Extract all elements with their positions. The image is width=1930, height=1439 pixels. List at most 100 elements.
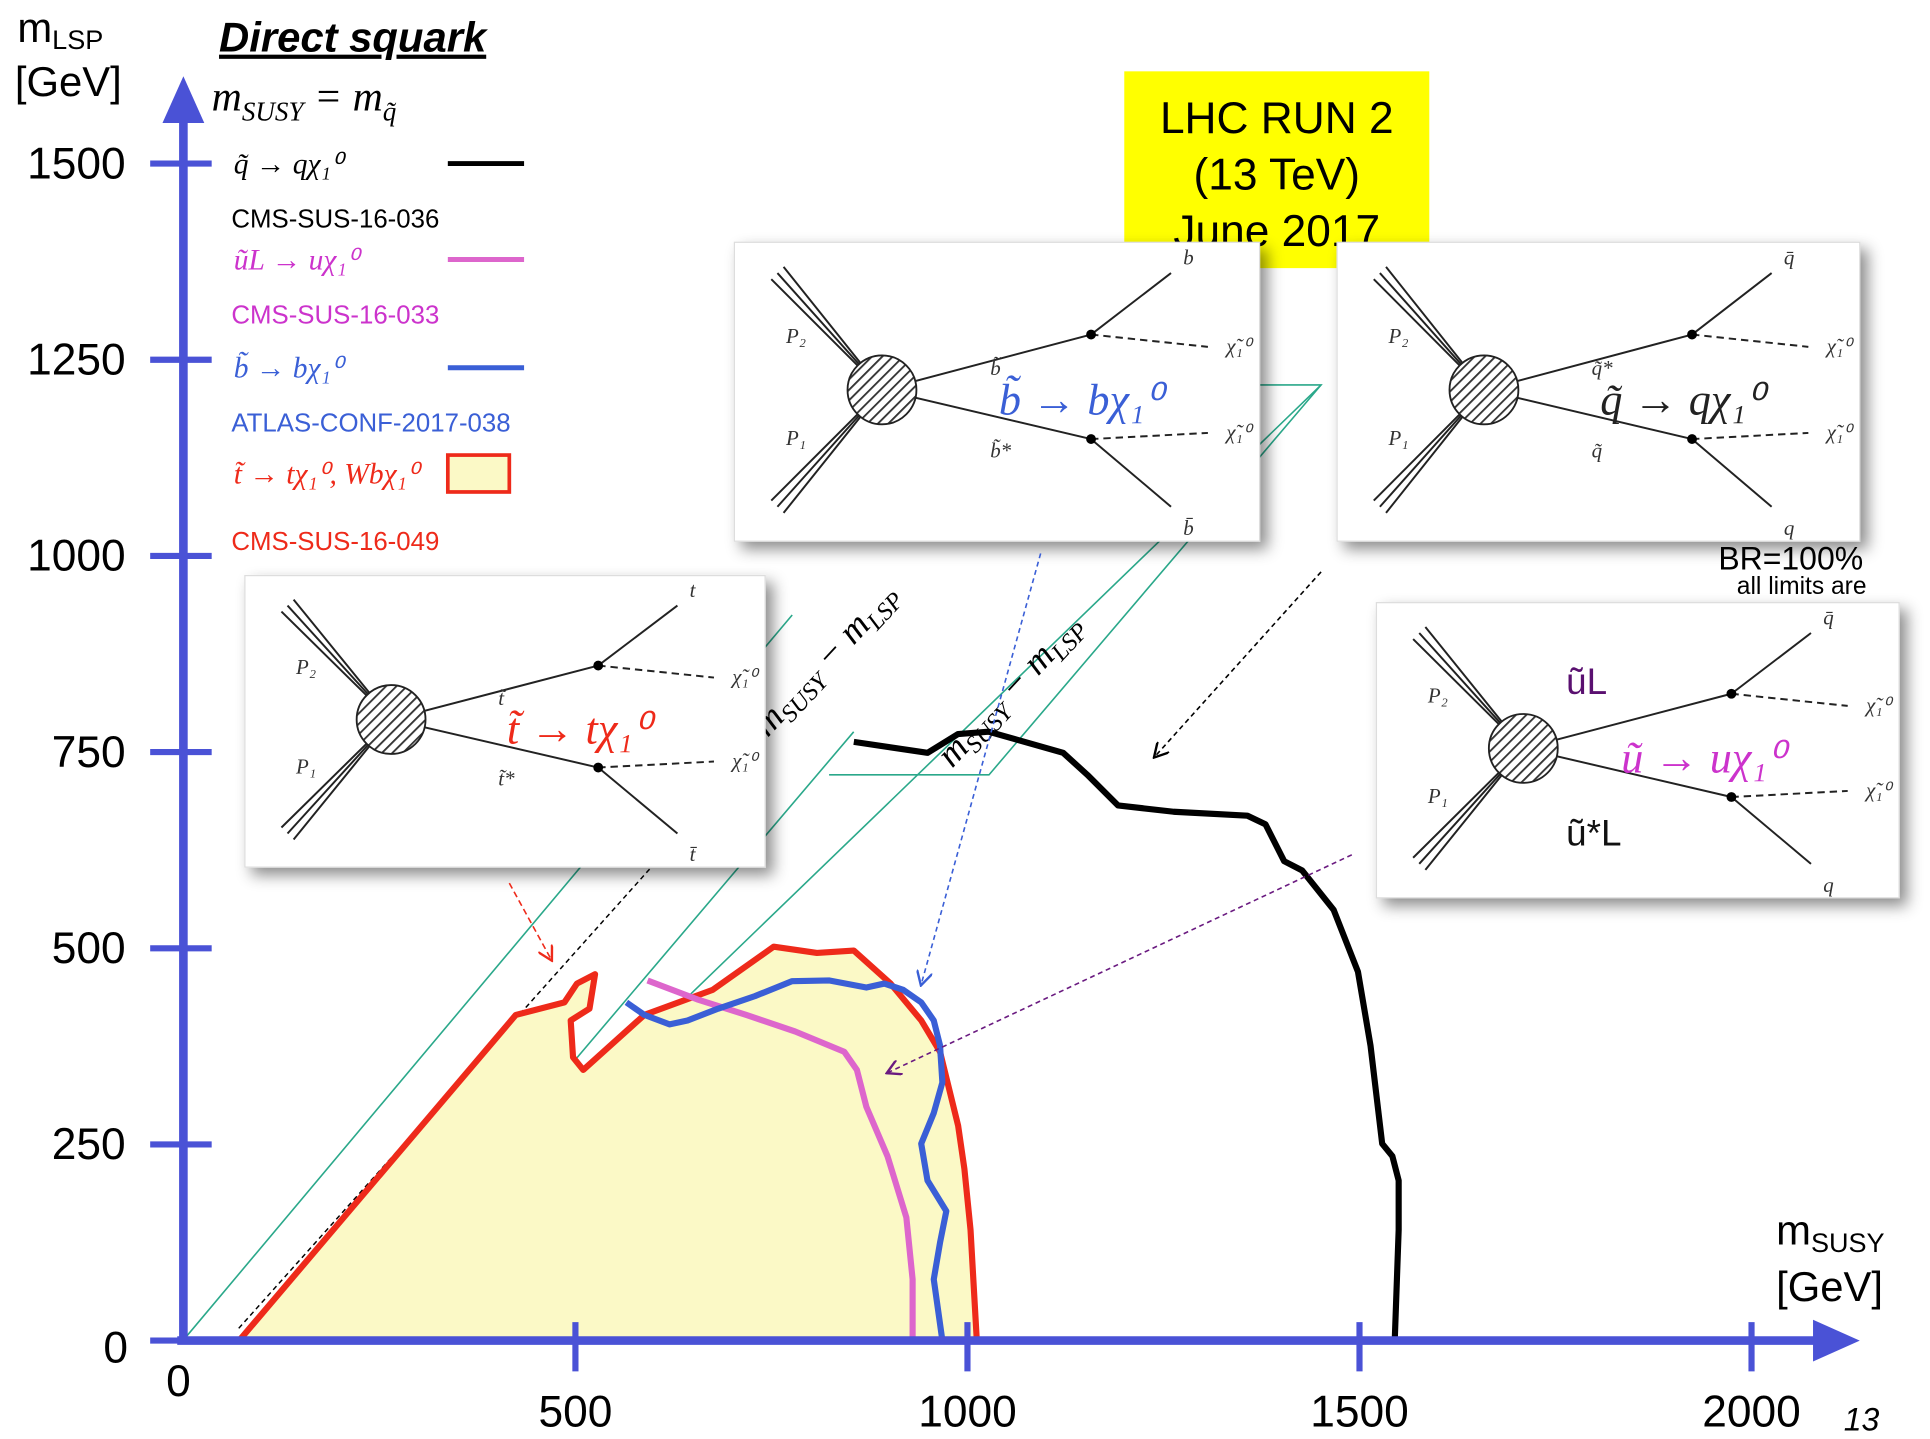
x-tick-label: 500 bbox=[538, 1388, 612, 1437]
particle-label: q bbox=[1784, 516, 1794, 540]
formula-eq: = m bbox=[303, 75, 382, 121]
pointer-arrow bbox=[509, 883, 551, 959]
formula-lhs-sub: SUSY bbox=[242, 97, 307, 127]
particle-label: χ̃₁⁰ bbox=[1864, 693, 1893, 717]
feynman-blob bbox=[1450, 355, 1519, 424]
particle-label: P₂ bbox=[785, 324, 806, 348]
feynman-blob bbox=[1489, 714, 1558, 783]
particle-label: q̄ bbox=[1823, 606, 1833, 630]
feynman-vertex bbox=[593, 661, 603, 671]
particle-label: b bbox=[1183, 245, 1193, 269]
y-tick-label: 500 bbox=[52, 924, 126, 973]
particle-label: χ̃₁⁰ bbox=[1825, 334, 1854, 358]
y-axis-arrow bbox=[162, 76, 204, 123]
feynman-vertex bbox=[1086, 330, 1096, 340]
page-number: 13 bbox=[1844, 1401, 1880, 1437]
feynman-vertex bbox=[1687, 330, 1697, 340]
inset: P₂P₁b̃b̃*bχ̃₁⁰χ̃₁⁰b̄b̃ → bχ₁⁰ bbox=[734, 242, 1259, 541]
x-axis-label: mSUSY bbox=[1776, 1207, 1884, 1258]
page: {"chart_data": { "type": "line", "title"… bbox=[0, 0, 1930, 1439]
inset-frame bbox=[245, 576, 765, 867]
y-label-main: m bbox=[17, 4, 52, 51]
x-label-main: m bbox=[1776, 1207, 1811, 1254]
x-tick-label: 2000 bbox=[1702, 1388, 1800, 1437]
limit-curve bbox=[239, 947, 977, 1341]
feynman-blob bbox=[848, 355, 917, 424]
side-label: ũ*L bbox=[1566, 813, 1621, 854]
particle-label: t̃* bbox=[498, 767, 515, 791]
legend-source: CMS-SUS-16-033 bbox=[231, 301, 439, 329]
inset: P₂ P₁ q̄ χ̃₁⁰ χ̃₁⁰ q ũ → uχ₁⁰ ũL ũ*L bbox=[1376, 603, 1899, 898]
inset-formula: ũ → uχ₁⁰ bbox=[1621, 734, 1791, 783]
particle-label: b̃* bbox=[990, 438, 1011, 462]
legend-swatch bbox=[448, 455, 509, 492]
y-tick-label: 1250 bbox=[27, 336, 125, 385]
legend-label: ũL → uχ₁⁰ bbox=[234, 244, 363, 276]
inset-formula: q̃ → qχ₁⁰ bbox=[1600, 375, 1770, 424]
diagonal-label: mSUSY − mLSP bbox=[928, 605, 1094, 778]
x-tick-label: 1000 bbox=[918, 1388, 1016, 1437]
feynman-vertex bbox=[1726, 689, 1736, 699]
run-box-line: LHC RUN 2 bbox=[1160, 94, 1394, 143]
particle-label: χ̃₁⁰ bbox=[1864, 778, 1893, 802]
particle-label: P₁ bbox=[295, 755, 316, 779]
y-tick-label: 1000 bbox=[27, 532, 125, 581]
legend-label: t̃ → tχ₁⁰, Wbχ₁⁰ bbox=[234, 458, 423, 490]
feynman-vertex bbox=[1687, 434, 1697, 444]
x-tick-label: 1500 bbox=[1310, 1388, 1408, 1437]
diagonal-label: mSUSY − mLSP bbox=[743, 574, 909, 747]
legend-label: b̃ → bχ₁⁰ bbox=[234, 352, 347, 385]
legend-source: CMS-SUS-16-036 bbox=[231, 206, 439, 234]
x-tick-label: 0 bbox=[166, 1357, 191, 1406]
pointer-arrow bbox=[888, 855, 1352, 1073]
particle-label: q bbox=[1823, 873, 1833, 897]
legend-source: CMS-SUS-16-049 bbox=[231, 528, 439, 556]
feynman-vertex bbox=[1086, 434, 1096, 444]
y-axis-unit: [GeV] bbox=[15, 58, 122, 105]
particle-label: P₂ bbox=[295, 655, 316, 679]
particle-label: P₁ bbox=[785, 426, 806, 450]
y-tick-label: 250 bbox=[52, 1120, 126, 1169]
x-axis-unit: [GeV] bbox=[1776, 1263, 1883, 1310]
pointer-arrow bbox=[921, 553, 1040, 983]
inset-frame bbox=[1337, 242, 1860, 541]
inset-formula: b̃ → bχ₁⁰ bbox=[999, 375, 1169, 424]
y-tick-label: 750 bbox=[52, 728, 126, 777]
feynman-vertex bbox=[1726, 792, 1736, 802]
particle-label: q̃ bbox=[1592, 439, 1603, 463]
y-label-sub: LSP bbox=[52, 25, 103, 55]
limits-note: all limits are bbox=[1737, 573, 1867, 600]
feynman-blob bbox=[357, 685, 426, 754]
chart: mSUSY − mLSPmSUSY − mLSP Direct squark m… bbox=[0, 0, 1930, 1439]
particle-label: P₁ bbox=[1387, 426, 1408, 450]
inset-frame bbox=[734, 242, 1259, 541]
y-tick-label: 1500 bbox=[27, 139, 125, 188]
particle-label: χ̃₁⁰ bbox=[1825, 420, 1854, 444]
formula-lhs: m bbox=[212, 75, 242, 121]
particle-label: χ̃₁⁰ bbox=[730, 665, 759, 689]
particle-label: b̄ bbox=[1183, 516, 1194, 540]
chart-title: Direct squark bbox=[219, 14, 488, 61]
br-note: BR=100% bbox=[1718, 540, 1863, 576]
x-label-sub: SUSY bbox=[1811, 1228, 1885, 1258]
formula-rhs-sub: q̃ bbox=[383, 97, 397, 127]
particle-label: χ̃₁⁰ bbox=[1224, 420, 1253, 444]
run-box-line: (13 TeV) bbox=[1194, 150, 1361, 199]
particle-label: q̄ bbox=[1784, 245, 1794, 269]
feynman-vertex bbox=[593, 763, 603, 773]
particle-label: P₁ bbox=[1427, 784, 1448, 808]
side-label: ũL bbox=[1566, 661, 1607, 702]
legend-source: ATLAS-CONF-2017-038 bbox=[231, 410, 510, 438]
y-axis-label: mLSP bbox=[17, 4, 103, 55]
x-axis-arrow bbox=[1813, 1320, 1860, 1362]
particle-label: χ̃₁⁰ bbox=[1224, 334, 1253, 358]
y-tick-label: 0 bbox=[103, 1324, 128, 1373]
particle-label: χ̃₁⁰ bbox=[730, 749, 759, 773]
particle-label: P₂ bbox=[1387, 324, 1408, 348]
particle-label: P₂ bbox=[1427, 683, 1448, 707]
formula: mSUSY = mq̃ bbox=[212, 75, 397, 127]
pointer-arrow bbox=[1155, 572, 1321, 756]
